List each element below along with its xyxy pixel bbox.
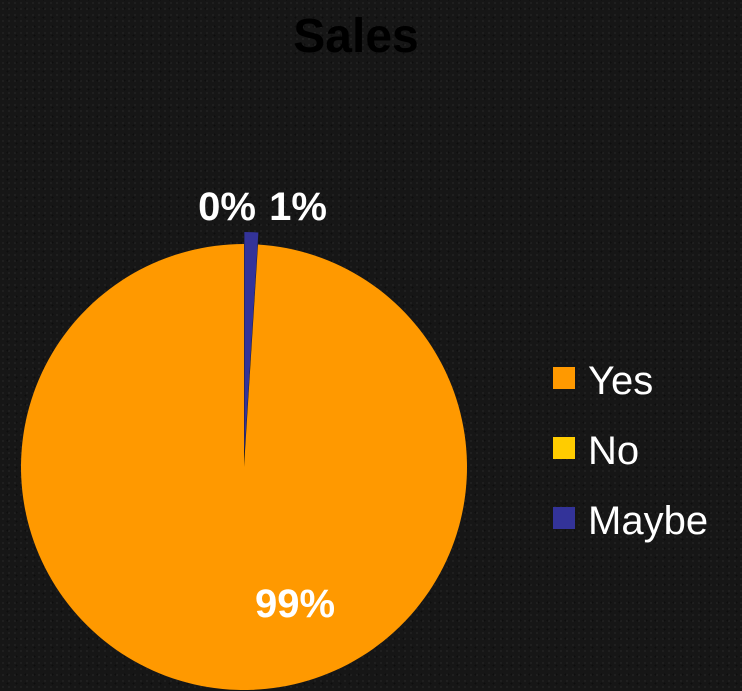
legend-label-maybe: Maybe xyxy=(588,499,708,543)
data-label-yes: 99% xyxy=(255,582,335,626)
legend-label-no: No xyxy=(588,429,639,473)
legend-swatch-yes xyxy=(553,367,575,389)
pie-slices xyxy=(21,232,468,690)
chart-title: Sales xyxy=(293,10,418,63)
data-label-no: 0% xyxy=(198,185,256,229)
data-label-maybe: 1% xyxy=(269,185,327,229)
legend-label-yes: Yes xyxy=(588,359,653,403)
pie-slice-maybe xyxy=(244,232,259,456)
pie-slice-yes xyxy=(21,244,468,690)
legend: Yes No Maybe xyxy=(553,359,708,543)
legend-swatch-maybe xyxy=(553,507,575,529)
legend-swatch-no xyxy=(553,437,575,459)
